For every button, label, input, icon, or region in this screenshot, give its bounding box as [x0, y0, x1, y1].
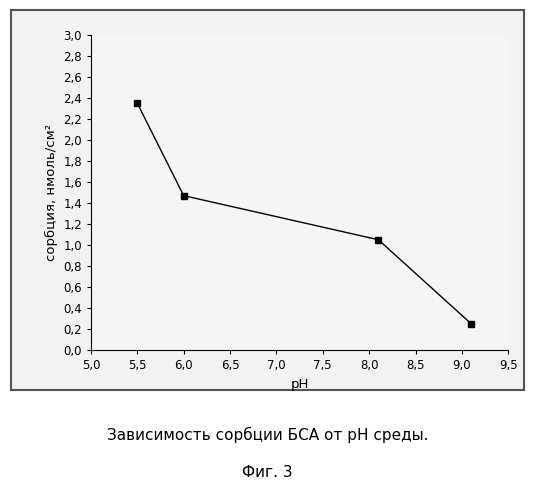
Text: Зависимость сорбции БСА от pH среды.: Зависимость сорбции БСА от pH среды.: [107, 427, 428, 443]
Y-axis label: сорбция, нмоль/см²: сорбция, нмоль/см²: [44, 124, 58, 261]
X-axis label: pH: pH: [291, 378, 309, 390]
Text: Фиг. 3: Фиг. 3: [242, 465, 293, 480]
